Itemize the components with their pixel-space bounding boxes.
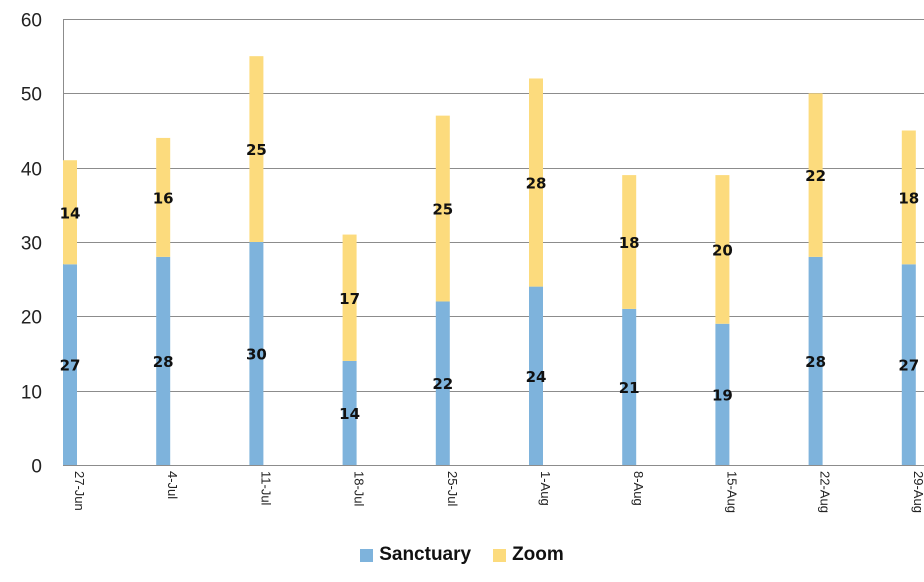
x-tick-label: 22-Aug — [818, 471, 833, 513]
y-axis-ticks: 0 10 20 30 40 50 60 — [21, 11, 42, 478]
legend-label-sanctuary: Sanctuary — [379, 544, 472, 565]
data-label-sanctuary: 24 — [526, 368, 547, 386]
data-label-sanctuary: 27 — [60, 357, 81, 375]
legend-swatch-sanctuary — [360, 548, 374, 562]
bar-sanctuary — [901, 264, 916, 465]
y-tick-label: 0 — [31, 457, 42, 478]
bar-zoom — [901, 130, 916, 265]
y-tick-label: 20 — [21, 308, 42, 329]
x-tick-label: 18-Jul — [352, 471, 367, 507]
data-label-zoom: 16 — [153, 189, 174, 207]
data-label-sanctuary: 30 — [246, 346, 267, 364]
x-tick-label: 29-Aug — [911, 471, 924, 513]
data-label-zoom: 25 — [432, 201, 453, 219]
bar-zoom — [63, 160, 77, 265]
bar-sanctuary — [249, 242, 264, 465]
x-axis-ticks: 27-Jun 4-Jul 11-Jul 18-Jul 25-Jul 1-Aug 8-Aug 1… — [72, 471, 924, 513]
bar-sanctuary — [63, 264, 77, 465]
data-label-zoom: 18 — [898, 189, 919, 207]
y-tick-label: 40 — [21, 160, 42, 181]
data-label-zoom: 18 — [619, 234, 640, 252]
bar-sanctuary — [715, 323, 730, 465]
bars — [63, 56, 916, 465]
bar-sanctuary — [435, 301, 450, 465]
data-labels: 27 14 28 16 30 25 14 17 22 25 24 28 21 18 19 20 28 22 27 18 — [60, 141, 920, 423]
bar-zoom — [715, 175, 730, 324]
legend-item-zoom: Zoom — [493, 544, 564, 566]
data-label-zoom: 22 — [805, 167, 826, 185]
bar-sanctuary — [342, 360, 357, 465]
data-label-sanctuary: 21 — [619, 379, 640, 397]
gridlines — [63, 19, 924, 466]
x-tick-label: 15-Aug — [724, 471, 739, 513]
bar-zoom — [342, 234, 357, 361]
bar-sanctuary — [622, 308, 637, 465]
x-tick-label: 25-Jul — [445, 471, 460, 507]
x-tick-label: 11-Jul — [258, 471, 273, 506]
bar-zoom — [622, 175, 637, 309]
x-tick-label: 4-Jul — [165, 471, 180, 499]
y-tick-label: 60 — [21, 11, 42, 32]
data-label-sanctuary: 22 — [432, 375, 453, 393]
legend-item-sanctuary: Sanctuary — [360, 544, 471, 566]
data-label-zoom: 14 — [60, 204, 81, 222]
bar-zoom — [156, 137, 171, 257]
x-tick-label: 8-Aug — [631, 471, 646, 506]
legend-swatch-zoom — [493, 548, 507, 562]
bar-zoom — [529, 78, 543, 287]
data-label-sanctuary: 27 — [898, 357, 919, 375]
x-tick-label: 27-Jun — [72, 471, 87, 511]
bar-zoom — [808, 93, 823, 257]
y-tick-label: 10 — [21, 383, 42, 404]
data-label-sanctuary: 19 — [712, 386, 733, 404]
bar-zoom — [435, 115, 450, 302]
data-label-sanctuary: 28 — [153, 353, 174, 371]
data-label-zoom: 20 — [712, 241, 733, 259]
data-label-zoom: 28 — [526, 175, 547, 193]
legend: Sanctuary Zoom — [0, 544, 924, 566]
bar-sanctuary — [156, 256, 171, 465]
data-label-zoom: 17 — [339, 290, 360, 308]
y-tick-label: 30 — [21, 234, 42, 255]
bar-sanctuary — [808, 256, 823, 465]
bar-sanctuary — [529, 286, 543, 465]
x-tick-label: 1-Aug — [538, 471, 553, 506]
y-tick-label: 50 — [21, 85, 42, 106]
legend-label-zoom: Zoom — [512, 544, 564, 565]
data-label-sanctuary: 14 — [339, 405, 360, 423]
data-label-sanctuary: 28 — [805, 353, 826, 371]
bar-zoom — [249, 56, 264, 242]
data-label-zoom: 25 — [246, 141, 267, 159]
